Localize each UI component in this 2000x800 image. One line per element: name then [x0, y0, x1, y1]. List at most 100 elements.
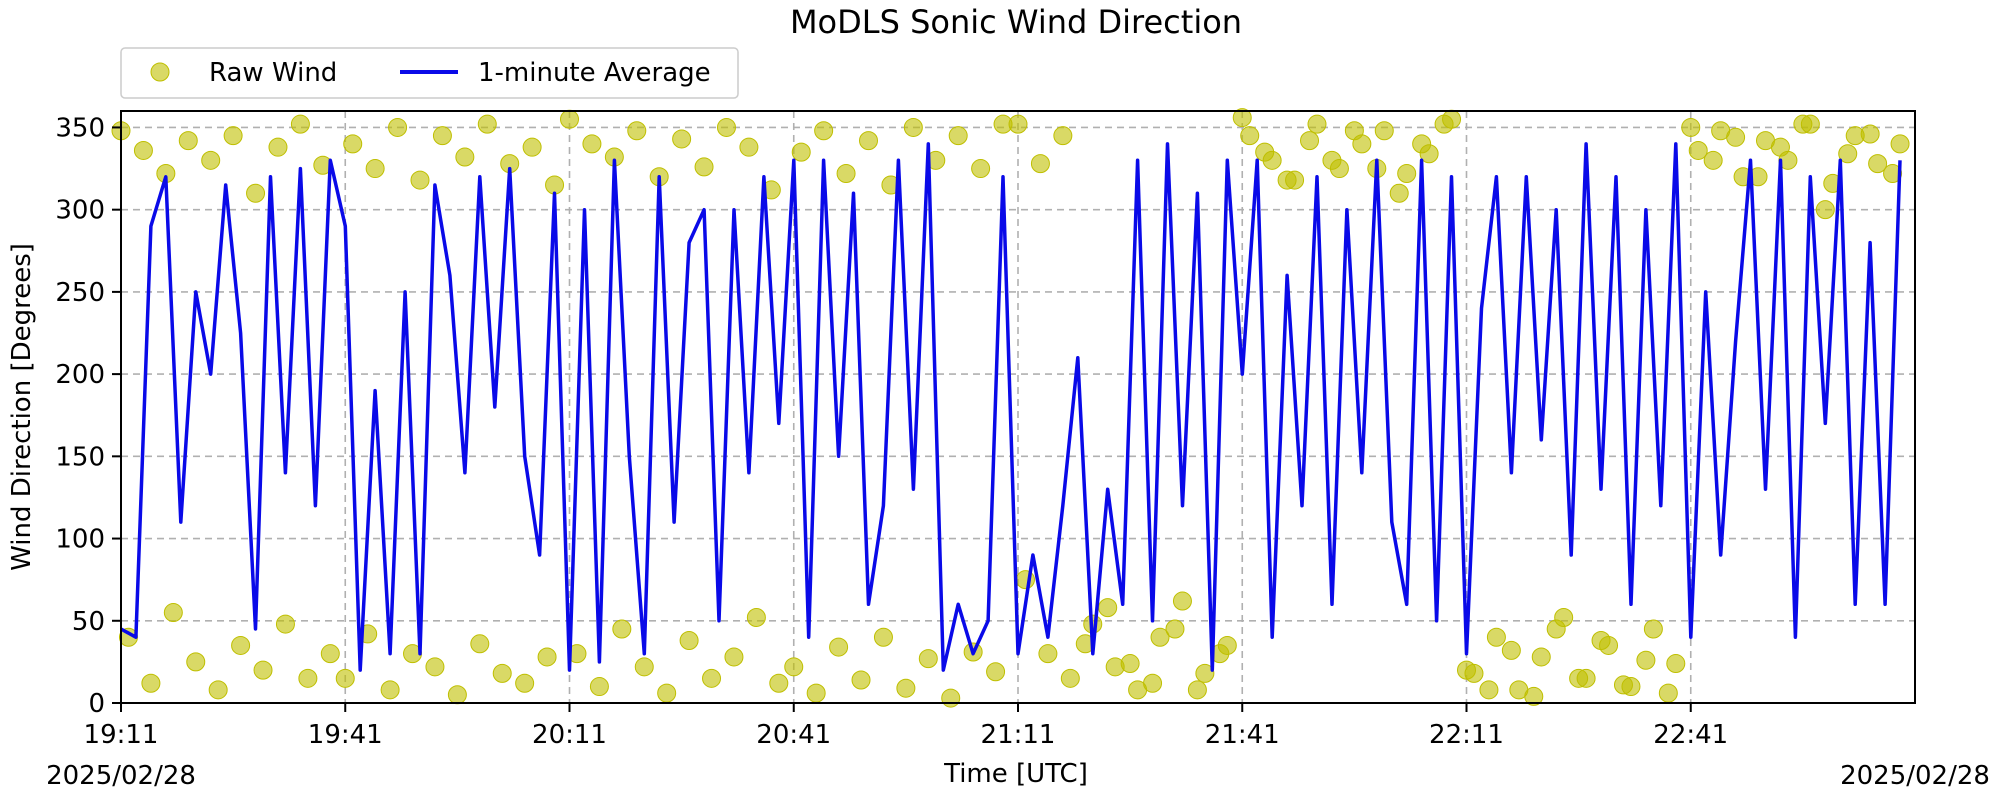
y-tick-label: 0 — [88, 689, 105, 719]
y-axis-title: Wind Direction [Degrees] — [7, 243, 37, 571]
raw-wind-point — [1419, 144, 1439, 164]
raw-wind-point — [1576, 668, 1596, 688]
raw-wind-point — [380, 680, 400, 700]
x-tick-label: 22:41 — [1653, 720, 1728, 750]
raw-wind-point — [1285, 170, 1305, 190]
y-tick-label: 200 — [55, 360, 105, 390]
raw-wind-point — [1681, 117, 1701, 137]
raw-wind-point — [657, 683, 677, 703]
legend-marker-raw-wind — [150, 62, 170, 82]
x-tick-label: 20:11 — [532, 720, 607, 750]
raw-wind-point — [208, 680, 228, 700]
y-tick-label: 100 — [55, 525, 105, 555]
raw-wind-point — [365, 159, 385, 179]
raw-wind-point — [298, 668, 318, 688]
raw-wind-point — [903, 117, 923, 137]
raw-wind-point — [477, 114, 497, 134]
raw-wind-point — [769, 673, 789, 693]
raw-wind-point — [1868, 154, 1888, 174]
raw-wind-point — [829, 637, 849, 657]
raw-wind-point — [1554, 607, 1574, 627]
raw-wind-point — [941, 688, 961, 708]
raw-wind-point — [1442, 109, 1462, 129]
raw-wind-point — [201, 150, 221, 170]
raw-wind-point — [1128, 680, 1148, 700]
y-tick-label: 350 — [55, 113, 105, 143]
raw-wind-point — [1688, 140, 1708, 160]
raw-wind-point — [186, 652, 206, 672]
raw-wind-point — [320, 644, 340, 664]
raw-wind-point — [1636, 650, 1656, 670]
average-line — [120, 142, 1902, 672]
x-axis: 19:11 19:41 20:11 20:41 21:11 21:41 22:11 22:41 — [84, 703, 1728, 750]
raw-wind-point — [612, 619, 632, 639]
raw-wind-point — [1374, 121, 1394, 141]
raw-wind-point — [470, 634, 490, 654]
raw-wind-point — [1150, 627, 1170, 647]
raw-wind-point — [1262, 150, 1282, 170]
raw-wind-point — [1300, 131, 1320, 151]
raw-wind-point — [746, 607, 766, 627]
raw-wind-point — [1479, 680, 1499, 700]
raw-wind-point — [1389, 183, 1409, 203]
x-tick-label: 22:11 — [1429, 720, 1504, 750]
raw-wind-point — [1845, 126, 1865, 146]
raw-wind-point — [133, 140, 153, 160]
raw-wind-point — [859, 131, 878, 151]
raw-wind-point — [1621, 677, 1641, 697]
raw-wind-point — [851, 670, 871, 690]
raw-wind-point — [1397, 163, 1417, 183]
raw-wind-point — [1307, 114, 1327, 134]
raw-wind-point — [1838, 144, 1858, 164]
raw-wind-point — [268, 137, 288, 157]
raw-wind-point — [231, 635, 251, 655]
raw-wind-point — [1711, 121, 1731, 141]
raw-wind-point — [1531, 647, 1551, 667]
raw-wind-point — [784, 657, 804, 677]
raw-wind-point — [806, 683, 826, 703]
raw-wind-point — [716, 117, 736, 137]
raw-wind-point — [1501, 640, 1521, 660]
raw-wind-point — [1060, 668, 1080, 688]
raw-wind-point — [993, 114, 1013, 134]
raw-wind-point — [1105, 657, 1125, 677]
raw-wind-point — [1098, 598, 1118, 618]
raw-wind-point — [335, 668, 355, 688]
raw-wind-point — [1486, 627, 1506, 647]
raw-wind-point — [1883, 163, 1903, 183]
raw-wind-point — [1658, 683, 1678, 703]
raw-wind-point — [1053, 126, 1073, 146]
raw-wind-point — [1038, 644, 1058, 664]
raw-wind-point — [814, 121, 834, 141]
raw-wind-point — [694, 157, 714, 177]
raw-wind-point — [141, 673, 161, 693]
date-label-right: 2025/02/28 — [1840, 761, 1990, 791]
raw-wind-point — [537, 647, 557, 667]
average-line-path — [120, 142, 1902, 672]
raw-wind-point — [627, 121, 647, 141]
x-tick-label: 19:11 — [84, 720, 159, 750]
legend-label-raw-wind: Raw Wind — [209, 58, 337, 88]
raw-wind-point — [275, 614, 295, 634]
y-tick-label: 50 — [72, 607, 105, 637]
raw-wind-point — [223, 126, 243, 146]
raw-wind-point — [672, 129, 692, 149]
raw-wind-point — [1172, 591, 1192, 611]
raw-wind-point — [410, 170, 430, 190]
raw-wind-point — [492, 663, 512, 683]
date-label-left: 2025/02/28 — [46, 761, 196, 791]
raw-wind-point — [986, 662, 1006, 682]
raw-wind-point — [1352, 134, 1372, 154]
raw-wind-point — [447, 685, 467, 705]
raw-wind-point — [724, 647, 744, 667]
raw-wind-point — [515, 673, 535, 693]
x-tick-label: 19:41 — [308, 720, 383, 750]
raw-wind-point — [1756, 131, 1775, 151]
raw-wind-point — [1815, 200, 1835, 220]
raw-wind-point — [163, 603, 183, 623]
raw-wind-point — [246, 183, 266, 203]
x-tick-label: 21:41 — [1205, 720, 1280, 750]
raw-wind-point — [896, 678, 916, 698]
raw-wind-point — [545, 175, 565, 195]
